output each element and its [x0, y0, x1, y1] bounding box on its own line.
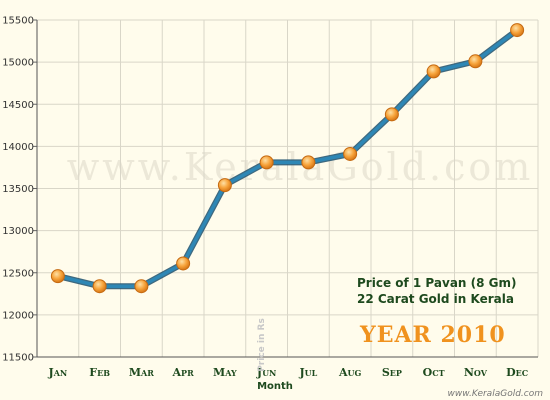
x-tick-label: Feb [89, 366, 110, 379]
data-point [426, 64, 441, 79]
data-point [50, 269, 65, 284]
y-tick-label: 12000 [2, 310, 34, 321]
x-tick-label: Jul [298, 366, 317, 379]
y-tick-label: 15500 [2, 16, 34, 27]
data-point [301, 155, 316, 170]
data-point [343, 146, 358, 161]
x-tick-label: May [213, 366, 237, 379]
data-point [259, 155, 274, 170]
x-tick-label: Apr [172, 366, 195, 379]
x-axis-label: Month [257, 381, 293, 392]
markers [50, 23, 525, 294]
data-point [176, 256, 191, 271]
chart-note-line-2: 22 Carat Gold in Kerala [357, 292, 514, 306]
x-tick-label: Aug [338, 366, 362, 379]
y-tick-label: 15000 [2, 58, 34, 69]
x-tick-label: Sep [382, 366, 402, 379]
x-tick-label: Jun [256, 366, 277, 379]
y-tick-label: 12500 [2, 268, 34, 279]
axes: 11500 12000 12500 13000 13500 14000 14500 15000… [2, 16, 538, 379]
y-tick-label: 14000 [2, 142, 34, 153]
x-tick-label: Nov [464, 366, 488, 379]
data-point [384, 107, 399, 122]
data-point [468, 54, 483, 69]
year-label: YEAR 2010 [359, 322, 506, 348]
site-url[interactable]: www.KeralaGold.com [448, 389, 544, 399]
x-tick-label: Oct [423, 366, 445, 379]
y-axis-label: Price in Rs [257, 318, 267, 372]
watermark: www.KeralaGold.com [67, 145, 534, 189]
chart-note-line-1: Price of 1 Pavan (8 Gm) [357, 276, 517, 290]
data-point [217, 178, 232, 193]
data-point [510, 23, 525, 38]
y-tick-label: 13000 [2, 226, 34, 237]
y-tick-label: 11500 [2, 353, 34, 364]
y-tick-label: 13500 [2, 184, 34, 195]
x-tick-label: Jan [48, 366, 68, 379]
data-point [92, 279, 107, 294]
y-tick-label: 14500 [2, 100, 34, 111]
grid [36, 19, 539, 358]
x-tick-label: Dec [506, 366, 528, 379]
x-tick-label: Mar [129, 366, 154, 379]
data-point [134, 279, 149, 294]
